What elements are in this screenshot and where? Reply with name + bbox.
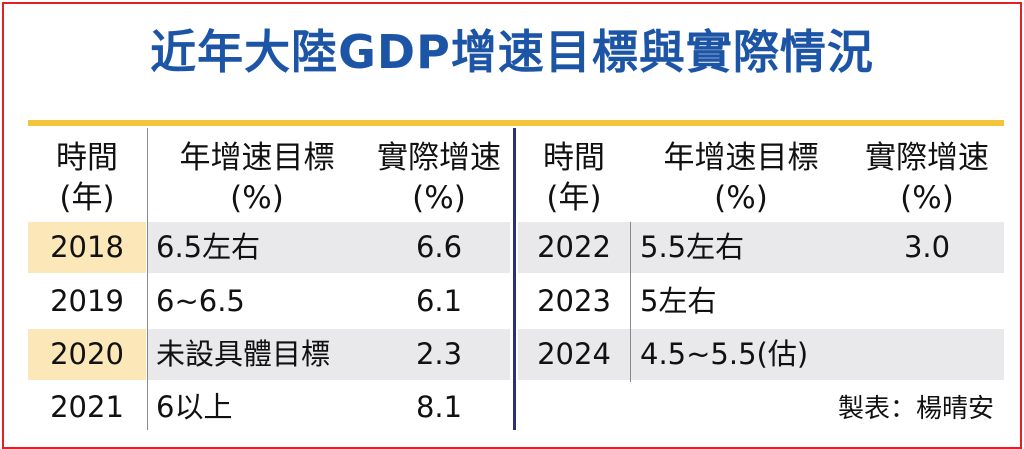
header-time: 時間 (年) (28, 138, 146, 218)
title-underline (28, 120, 1004, 126)
right-row-band (518, 222, 1004, 273)
left-row-highlight (28, 222, 146, 273)
actual-cell: 6.6 (415, 230, 463, 264)
target-cell: 6~6.5 (156, 284, 245, 318)
year-cell: 2023 (537, 284, 611, 318)
header-time-unit: (年) (546, 180, 602, 216)
header-target: 年增速目標 (%) (148, 138, 366, 218)
header-target: 年增速目標 (%) (632, 138, 850, 218)
header-target-unit: (%) (230, 180, 284, 216)
header-target-label: 年增速目標 (179, 140, 335, 176)
table-divider (513, 128, 516, 430)
column-separator (147, 128, 148, 430)
year-cell: 2018 (50, 230, 124, 264)
header-actual-unit: (%) (412, 180, 466, 216)
target-cell: 5左右 (640, 284, 717, 318)
header-time-label: 時間 (543, 140, 605, 176)
target-cell: 5.5左右 (640, 230, 745, 264)
header-actual: 實際增速 (%) (368, 138, 510, 218)
target-cell: 未設具體目標 (156, 337, 331, 371)
actual-cell: 2.3 (415, 337, 463, 371)
actual-cell: 3.0 (903, 230, 951, 264)
target-cell: 6以上 (156, 390, 233, 424)
header-time-label: 時間 (56, 140, 118, 176)
target-cell: 6.5左右 (156, 230, 261, 264)
year-cell: 2024 (537, 337, 611, 371)
left-row-band (148, 329, 510, 380)
header-actual-label: 實際增速 (865, 140, 989, 176)
target-cell: 4.5~5.5(估) (640, 337, 809, 371)
header-target-unit: (%) (714, 180, 768, 216)
year-cell: 2021 (50, 390, 124, 424)
year-cell: 2020 (50, 337, 124, 371)
left-row-band (148, 222, 510, 273)
header-actual-unit: (%) (900, 180, 954, 216)
header-actual-label: 實際增速 (377, 140, 501, 176)
actual-cell: 6.1 (415, 284, 463, 318)
year-cell: 2019 (50, 284, 124, 318)
left-row-highlight (28, 329, 146, 380)
year-cell: 2022 (537, 230, 611, 264)
header-target-label: 年增速目標 (663, 140, 819, 176)
header-actual: 實際增速 (%) (852, 138, 1002, 218)
credit-line: 製表：楊晴安 (837, 394, 994, 424)
actual-cell: 8.1 (415, 390, 463, 424)
column-separator (630, 222, 631, 382)
header-time: 時間 (年) (518, 138, 630, 218)
header-time-unit: (年) (59, 180, 115, 216)
page-title: 近年大陸GDP增速目標與實際情況 (150, 25, 874, 79)
right-row-band (518, 329, 1004, 380)
